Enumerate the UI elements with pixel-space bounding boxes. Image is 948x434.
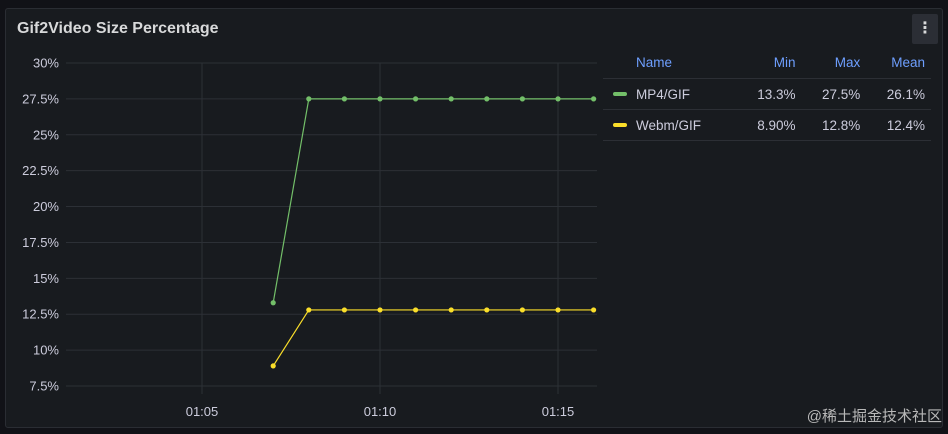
data-point <box>413 96 419 102</box>
chart-grid <box>66 62 597 394</box>
data-point <box>484 96 490 102</box>
mp4-swatch-icon <box>613 91 627 96</box>
data-point <box>448 96 454 102</box>
legend-min-value: 13.3% <box>736 78 802 110</box>
series-line <box>272 98 594 303</box>
legend-max-value: 27.5% <box>801 78 867 110</box>
panel-title: Gif2Video Size Percentage <box>17 20 219 37</box>
y-axis: 7.5% 10% 12.5% 15% 17.5% 20% 22.5% 25% 27.5% 30% <box>22 56 59 394</box>
x-tick-label: 01:05 <box>186 404 219 419</box>
data-point <box>591 307 597 313</box>
legend-min-value: 8.90% <box>736 109 802 141</box>
y-tick-label: 7.5% <box>29 379 59 394</box>
kebab-menu-icon[interactable]: ⋮ <box>912 14 938 44</box>
data-point <box>306 307 312 313</box>
y-tick-label: 20% <box>33 199 59 214</box>
data-point <box>306 96 312 102</box>
data-point <box>413 307 419 313</box>
legend-header-min[interactable]: Min <box>736 46 802 79</box>
legend-table: Name Min Max Mean MP4/GIF 13.3% 27.5% 26… <box>603 46 931 141</box>
data-point <box>519 307 526 313</box>
legend-header-mean[interactable]: Mean <box>866 46 931 79</box>
y-tick-label: 27.5% <box>22 91 59 106</box>
data-point <box>555 307 561 313</box>
y-tick-label: 25% <box>33 127 59 142</box>
x-axis: 01:05 01:10 01:15 <box>186 404 575 419</box>
legend-mean-value: 12.4% <box>866 109 931 141</box>
data-point <box>484 307 490 313</box>
y-tick-label: 15% <box>33 271 59 286</box>
legend-header-name[interactable]: Name <box>603 46 737 79</box>
data-point <box>270 363 276 369</box>
legend-max-value: 12.8% <box>801 109 867 141</box>
y-tick-label: 10% <box>33 343 59 358</box>
y-tick-label: 17.5% <box>22 235 59 250</box>
chart-series <box>270 96 597 369</box>
legend-mean-value: 26.1% <box>866 78 931 110</box>
y-tick-label: 22.5% <box>22 163 59 178</box>
series-line <box>272 309 594 367</box>
data-point <box>270 300 276 306</box>
legend-series-name[interactable]: MP4/GIF <box>636 86 691 102</box>
data-point <box>591 96 597 102</box>
data-point <box>519 96 526 102</box>
y-tick-label: 12.5% <box>22 307 59 322</box>
data-point <box>448 307 454 313</box>
x-tick-label: 01:10 <box>364 404 397 419</box>
legend-row-webm[interactable]: Webm/GIF 8.90% 12.8% 12.4% <box>603 109 931 141</box>
y-tick-label: 30% <box>33 56 59 71</box>
legend-header-max[interactable]: Max <box>801 46 867 79</box>
watermark: @稀土掘金技术社区 <box>806 408 942 425</box>
data-point <box>377 307 383 313</box>
data-point <box>341 307 347 313</box>
data-point <box>341 96 347 102</box>
legend-series-name[interactable]: Webm/GIF <box>636 117 702 133</box>
data-point <box>555 96 561 102</box>
webm-swatch-icon <box>613 122 627 127</box>
legend-row-mp4[interactable]: MP4/GIF 13.3% 27.5% 26.1% <box>603 78 931 110</box>
data-point <box>377 96 383 102</box>
x-tick-label: 01:15 <box>542 404 575 419</box>
